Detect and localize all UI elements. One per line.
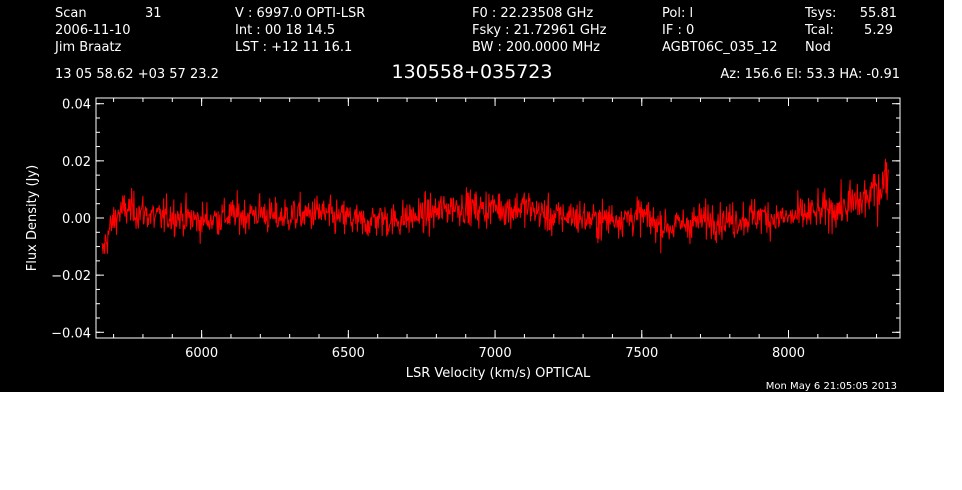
source-coordinates: 13 05 58.62 +03 57 23.2: [55, 67, 219, 82]
source-name: 130558+035723: [392, 61, 553, 83]
tcal-label: Tcal:: [804, 23, 834, 38]
series-group: [101, 158, 889, 254]
y-axis-label: Flux Density (Jy): [25, 165, 40, 271]
plot-timestamp: Mon May 6 21:05:05 2013: [766, 381, 897, 392]
pointing-info: Az: 156.6 El: 53.3 HA: -0.91: [720, 67, 900, 82]
x-tick-label: 8000: [772, 346, 805, 361]
sky-frequency: Fsky : 21.72961 GHz: [472, 23, 607, 38]
bandwidth: BW : 200.0000 MHz: [472, 40, 600, 55]
tsys-label: Tsys:: [804, 6, 836, 21]
x-axis-label: LSR Velocity (km/s) OPTICAL: [406, 366, 591, 381]
y-axis: −0.04 −0.02 0.00 0.02 0.04: [51, 98, 900, 341]
polarization: Pol: l: [662, 6, 693, 21]
scan-number: 31: [145, 6, 162, 21]
lst-info: LST : +12 11 16.1: [235, 40, 352, 55]
y-tick-label: 0.04: [62, 98, 91, 113]
spectrum-chart: Scan 31 2006-11-10 Jim Braatz V : 6997.0…: [25, 6, 901, 392]
x-axis: 6000 6500 7000 7500 8000: [113, 98, 878, 361]
rest-frequency: F0 : 22.23508 GHz: [472, 6, 593, 21]
x-tick-label: 6000: [185, 346, 218, 361]
y-tick-label: −0.02: [51, 269, 91, 284]
y-tick-label: 0.02: [62, 155, 91, 170]
x-tick-label: 6500: [332, 346, 365, 361]
x-tick-label: 7500: [625, 346, 658, 361]
tsys-value: 55.81: [860, 6, 897, 21]
plot-panel: Scan 31 2006-11-10 Jim Braatz V : 6997.0…: [0, 0, 944, 392]
y-tick-label: 0.00: [62, 212, 91, 227]
obs-date: 2006-11-10: [55, 23, 131, 38]
switch-mode: Nod: [805, 40, 831, 55]
if-number: IF : 0: [662, 23, 694, 38]
spectrum-line: [101, 158, 889, 254]
tcal-value: 5.29: [864, 23, 893, 38]
x-tick-label: 7000: [479, 346, 512, 361]
y-tick-label: −0.04: [51, 326, 91, 341]
velocity-info: V : 6997.0 OPTI-LSR: [235, 6, 365, 21]
observer-name: Jim Braatz: [54, 40, 122, 55]
integration-time: Int : 00 18 14.5: [235, 23, 335, 38]
scan-label: Scan: [55, 6, 87, 21]
project-id: AGBT06C_035_12: [662, 40, 778, 55]
